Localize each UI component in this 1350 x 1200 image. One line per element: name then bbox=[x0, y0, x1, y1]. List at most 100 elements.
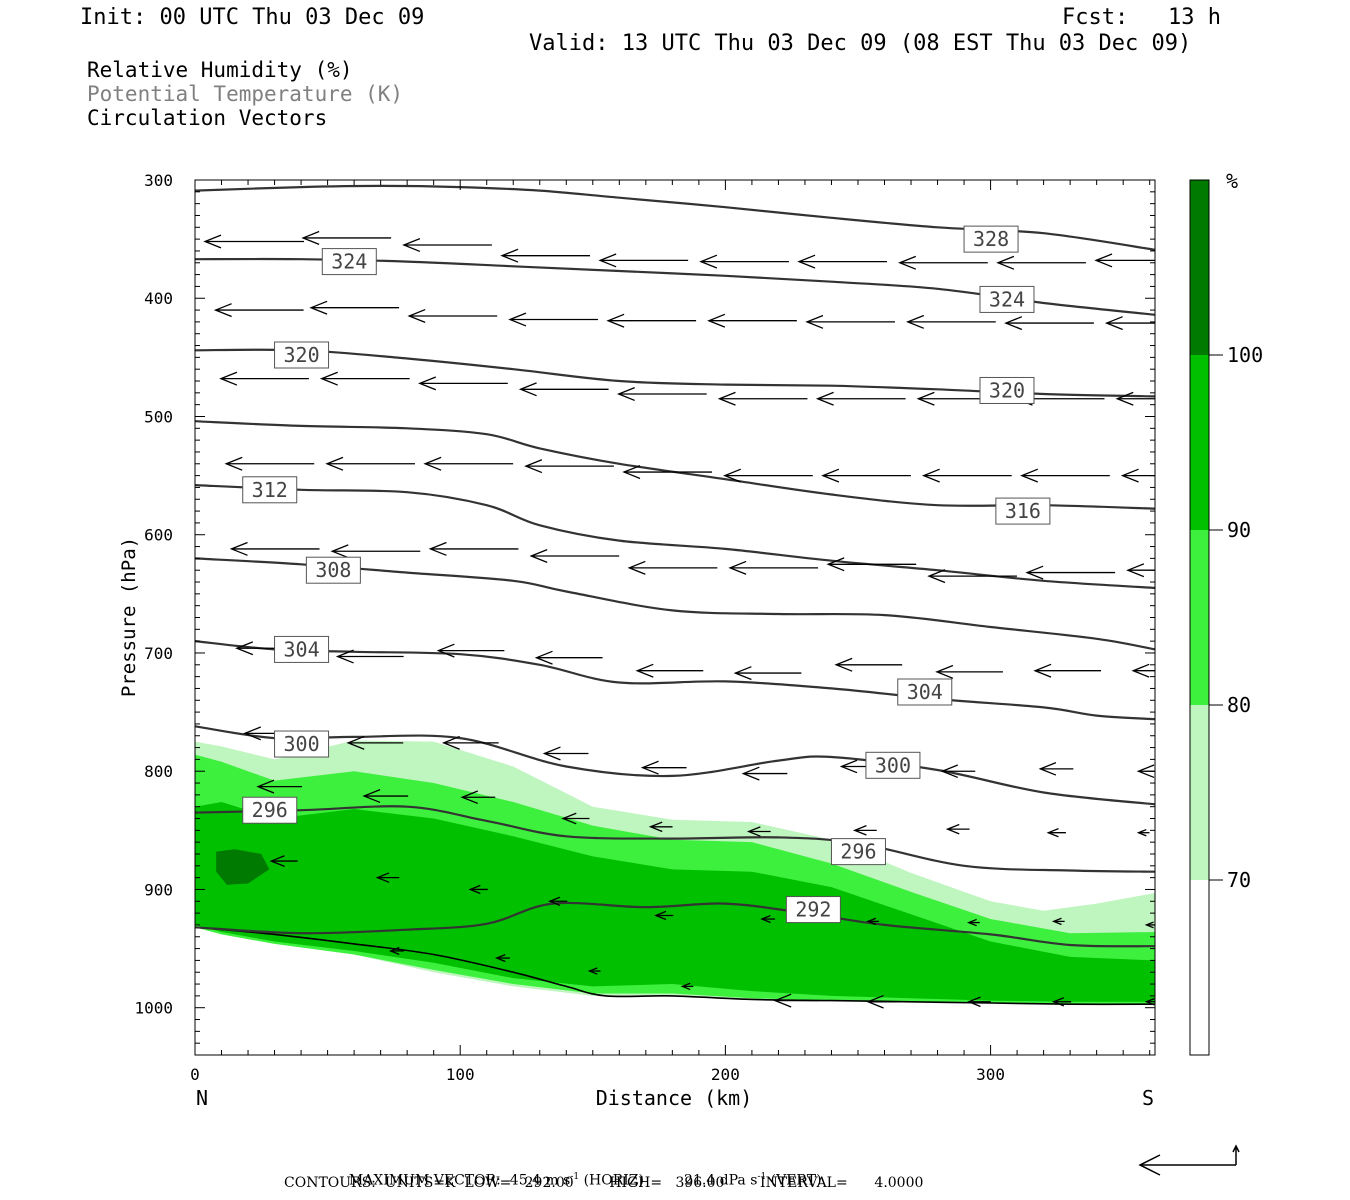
circulation-vector bbox=[1004, 316, 1094, 331]
vector-head bbox=[256, 779, 275, 794]
circulation-vector bbox=[518, 382, 609, 397]
vector-head bbox=[309, 300, 328, 315]
circulation-vector bbox=[319, 371, 410, 386]
valid-time: Valid: 13 UTC Thu 03 Dec 09 (08 EST Thu … bbox=[529, 31, 1192, 56]
vector-head bbox=[746, 826, 761, 837]
legend-relative-humidity: Relative Humidity (%) bbox=[87, 58, 353, 82]
vector-head bbox=[548, 896, 561, 906]
circulation-vector bbox=[500, 248, 591, 263]
vector-head bbox=[1136, 764, 1155, 779]
circulation-vector bbox=[927, 569, 1017, 584]
vector-head bbox=[898, 255, 917, 270]
vector-head bbox=[1020, 468, 1039, 483]
vector-head bbox=[1144, 921, 1154, 929]
vector-head bbox=[815, 391, 834, 406]
theta-label: 328 bbox=[963, 225, 1019, 253]
vector-head bbox=[330, 544, 349, 559]
circulation-vector bbox=[940, 764, 976, 779]
vector-head bbox=[834, 657, 853, 672]
vector-head bbox=[945, 823, 960, 835]
theta-label-box bbox=[274, 635, 330, 663]
circulation-vector bbox=[375, 872, 400, 883]
theta-label: 296 bbox=[242, 796, 298, 824]
forecast-hour: Fcst: 13 h bbox=[1062, 5, 1221, 30]
colorbar-unit: % bbox=[1226, 169, 1238, 193]
circulation-vector bbox=[699, 254, 789, 269]
circulation-vector bbox=[494, 953, 510, 963]
circulation-vector bbox=[407, 308, 498, 323]
theta-label-box bbox=[963, 225, 1019, 253]
theta-label-text: 292 bbox=[795, 898, 831, 922]
vector-head bbox=[1126, 563, 1145, 578]
vector-head bbox=[524, 459, 543, 474]
circulation-vector bbox=[821, 468, 911, 483]
vector-head bbox=[707, 313, 726, 328]
circulation-vector bbox=[561, 812, 590, 825]
circulation-vector bbox=[1131, 663, 1155, 678]
vector-head bbox=[518, 382, 537, 397]
circulation-vector bbox=[616, 387, 707, 402]
vector-head bbox=[494, 953, 506, 963]
vector-head bbox=[1046, 828, 1059, 838]
vector-head bbox=[362, 789, 381, 804]
vector-head bbox=[301, 230, 320, 245]
vector-head bbox=[1051, 917, 1062, 926]
init-time: Init: 00 UTC Thu 03 Dec 09 bbox=[80, 5, 425, 30]
circulation-vector bbox=[627, 560, 718, 575]
theta-label-box bbox=[321, 248, 377, 276]
vector-head bbox=[967, 996, 981, 1008]
terrain-line bbox=[195, 926, 1155, 1006]
vector-head bbox=[460, 790, 479, 805]
max-vert-exp: -1 bbox=[757, 1172, 767, 1182]
vector-head bbox=[866, 994, 884, 1009]
circulation-vector bbox=[388, 946, 404, 955]
circulation-vector bbox=[1051, 917, 1065, 926]
colorbar-segment bbox=[1190, 705, 1209, 880]
circulation-vector bbox=[967, 996, 991, 1008]
colorbar-tick-label: 70 bbox=[1227, 868, 1251, 892]
circulation-vector bbox=[587, 967, 601, 975]
theta-label: 320 bbox=[979, 376, 1035, 404]
theta-label-layer: 328 324 324 320 320 312 316 308 304 304 300 300 296 2… bbox=[242, 225, 1051, 924]
circulation-vector bbox=[680, 982, 694, 991]
vector-head bbox=[1136, 828, 1147, 837]
circulation-vector bbox=[508, 312, 598, 327]
circulation-vector bbox=[935, 664, 1003, 679]
circulation-vector bbox=[524, 459, 614, 474]
rh-fill-90 bbox=[195, 801, 1155, 1002]
circulation-vector bbox=[269, 855, 298, 867]
vector-head bbox=[821, 468, 840, 483]
vector-head bbox=[622, 465, 641, 480]
x-tick-label: 0 bbox=[190, 1065, 200, 1084]
vector-head bbox=[797, 254, 816, 269]
y-tick-label: 300 bbox=[144, 171, 173, 190]
theta-label: 304 bbox=[274, 635, 330, 663]
theta-label: 292 bbox=[785, 896, 841, 924]
max-vector-text: MAXIMUM VECTOR: 45.4 m s bbox=[348, 1172, 571, 1189]
axis-layer: 0 100 200 300 300 400 500 600 700 800 900 1000 bbox=[134, 171, 1155, 1084]
vector-head bbox=[866, 917, 877, 926]
vector-head bbox=[423, 456, 442, 471]
circulation-vector bbox=[1046, 828, 1066, 838]
circulation-vector bbox=[213, 303, 304, 318]
theta-label: 324 bbox=[321, 248, 377, 276]
theta-label: 320 bbox=[274, 341, 330, 369]
vector-head bbox=[213, 303, 232, 318]
terrain-layer bbox=[195, 926, 1155, 1006]
theta-label-text: 304 bbox=[907, 680, 943, 704]
theta-label-box bbox=[242, 476, 298, 504]
circulation-vector bbox=[728, 560, 819, 575]
circulation-vector bbox=[1033, 663, 1102, 678]
vector-head bbox=[1120, 468, 1139, 483]
y-tick-label: 700 bbox=[144, 644, 173, 663]
theta-label: 304 bbox=[897, 678, 953, 706]
circulation-vector bbox=[1025, 565, 1116, 580]
theta-label-text: 300 bbox=[283, 732, 319, 756]
circulation-vector bbox=[773, 993, 820, 1008]
vector-head bbox=[229, 541, 248, 556]
theta-label-text: 304 bbox=[283, 637, 319, 661]
theta-label-box bbox=[274, 341, 330, 369]
theta-label-box bbox=[979, 285, 1035, 313]
theta-label-text: 308 bbox=[315, 558, 351, 582]
circulation-vector bbox=[815, 391, 906, 406]
